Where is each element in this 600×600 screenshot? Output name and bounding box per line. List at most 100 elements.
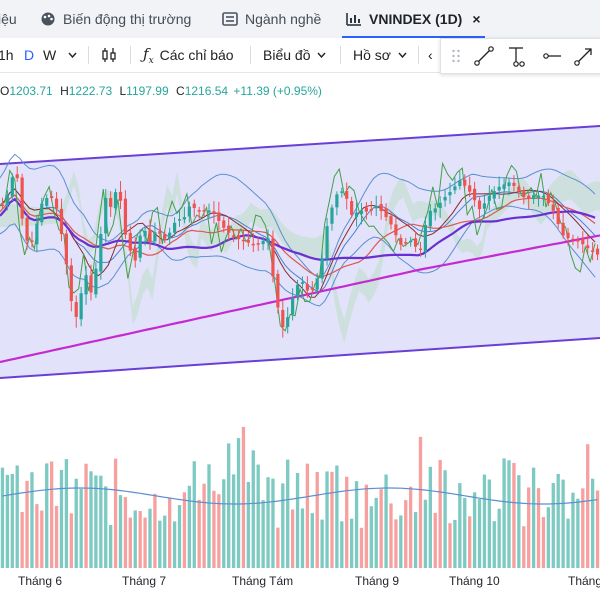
- candle-body: [325, 226, 329, 259]
- candle-body: [458, 180, 462, 187]
- candle-body: [428, 210, 432, 227]
- volume-bar: [384, 474, 388, 568]
- candle-body: [202, 210, 206, 212]
- candle-body: [30, 240, 34, 242]
- high-label: H: [60, 84, 69, 98]
- candle-body: [305, 284, 309, 291]
- close-icon[interactable]: ×: [472, 11, 481, 27]
- candle-body: [59, 208, 64, 235]
- candle-body: [236, 235, 241, 240]
- candle-body: [281, 310, 285, 328]
- volume-bar: [359, 527, 364, 568]
- tab-industries[interactable]: Ngành nghề: [222, 0, 321, 38]
- candle-body: [0, 204, 5, 207]
- vertical-measure-icon[interactable]: [501, 39, 531, 73]
- candle-body: [566, 232, 570, 239]
- chart-menu-button[interactable]: Biểu đồ: [263, 38, 327, 72]
- tab-vnindex[interactable]: VNINDEX (1D) ×: [342, 0, 485, 38]
- volume-bar: [482, 474, 487, 568]
- volume-bar: [477, 499, 482, 568]
- candle-body: [163, 234, 167, 239]
- candle-body: [595, 248, 600, 255]
- candle-body: [104, 197, 108, 234]
- volume-bar: [330, 471, 334, 568]
- tab-market-movement[interactable]: Biến động thị trường: [40, 0, 191, 38]
- time-axis-label: Tháng: [568, 574, 600, 588]
- volume-bar: [546, 507, 551, 568]
- volume-bar: [517, 475, 521, 568]
- volume-bar: [113, 458, 118, 568]
- more-icon[interactable]: ‹: [428, 47, 433, 63]
- volume-bar: [453, 519, 457, 568]
- ma-magenta: [0, 234, 600, 364]
- horizontal-ray-icon[interactable]: [536, 39, 566, 73]
- price-chart[interactable]: [0, 100, 600, 568]
- candle-body: [20, 177, 24, 219]
- candle-body: [418, 248, 423, 251]
- tab-label: Biến động thị trường: [63, 11, 192, 27]
- candle-body: [399, 237, 403, 245]
- volume-bar: [84, 463, 88, 568]
- volume-bar: [10, 474, 14, 568]
- channel-upper-line: [0, 125, 600, 165]
- candle-body: [187, 206, 191, 217]
- candle-body: [286, 317, 290, 327]
- volume-bar: [20, 511, 24, 568]
- profile-menu-button[interactable]: Hồ sơ: [353, 38, 407, 72]
- trend-line-icon[interactable]: [469, 39, 499, 73]
- drag-handle-icon[interactable]: [441, 39, 471, 73]
- candlestick-type-icon[interactable]: [100, 38, 118, 72]
- volume-bar: [310, 513, 314, 568]
- interval-d-button[interactable]: D: [24, 47, 35, 63]
- volume-bar: [536, 488, 541, 568]
- candle-body: [576, 240, 580, 242]
- arrow-line-icon[interactable]: [569, 39, 599, 73]
- volume-bar: [423, 499, 428, 568]
- candle-body: [79, 293, 83, 320]
- candle-body: [266, 238, 270, 243]
- candle-body: [35, 223, 39, 245]
- volume-bar: [340, 521, 344, 568]
- candle-body: [335, 194, 339, 208]
- volume-bar: [300, 508, 305, 568]
- candle-body: [482, 203, 487, 209]
- dropdown-arrow-icon[interactable]: [68, 38, 77, 72]
- volume-bar: [418, 436, 423, 568]
- volume-bar: [79, 488, 83, 568]
- bollinger-upper: [0, 153, 596, 279]
- volume-bar: [369, 506, 373, 568]
- volume-bar: [325, 471, 329, 568]
- interval-w-button[interactable]: W: [43, 47, 57, 63]
- volume-bar: [172, 521, 177, 568]
- candle-body: [394, 224, 398, 236]
- candle-body: [69, 265, 73, 302]
- volume-bar: [374, 497, 378, 568]
- volume-bar: [595, 490, 600, 568]
- volume-bar: [168, 498, 172, 568]
- divider: [88, 46, 89, 64]
- candle-body: [74, 302, 78, 317]
- indicators-button[interactable]: ƒx Các chỉ báo: [143, 38, 234, 72]
- candle-body: [384, 208, 388, 218]
- volume-bar: [566, 518, 570, 568]
- volume-bar: [433, 512, 437, 568]
- volume-bar: [295, 472, 300, 568]
- volume-bar: [217, 494, 221, 568]
- chevron-down-icon: [398, 52, 407, 58]
- time-axis-label: Tháng 7: [122, 574, 167, 588]
- volume-bar: [187, 485, 192, 568]
- volume-bar: [35, 504, 39, 568]
- time-axis-label: Tháng Tám: [232, 574, 294, 588]
- volume-bar: [276, 527, 280, 568]
- volume-bar: [15, 465, 19, 568]
- tab-data[interactable]: iệu: [0, 0, 17, 38]
- volume-bar: [315, 472, 319, 568]
- candle-body: [586, 245, 590, 249]
- candle-body: [123, 198, 128, 235]
- volume-bar: [192, 461, 196, 568]
- candle-body: [5, 194, 9, 206]
- candle-body: [153, 232, 157, 242]
- volume-bar: [354, 481, 359, 568]
- candle-body: [468, 185, 472, 192]
- interval-1h-button[interactable]: 1h: [0, 47, 14, 63]
